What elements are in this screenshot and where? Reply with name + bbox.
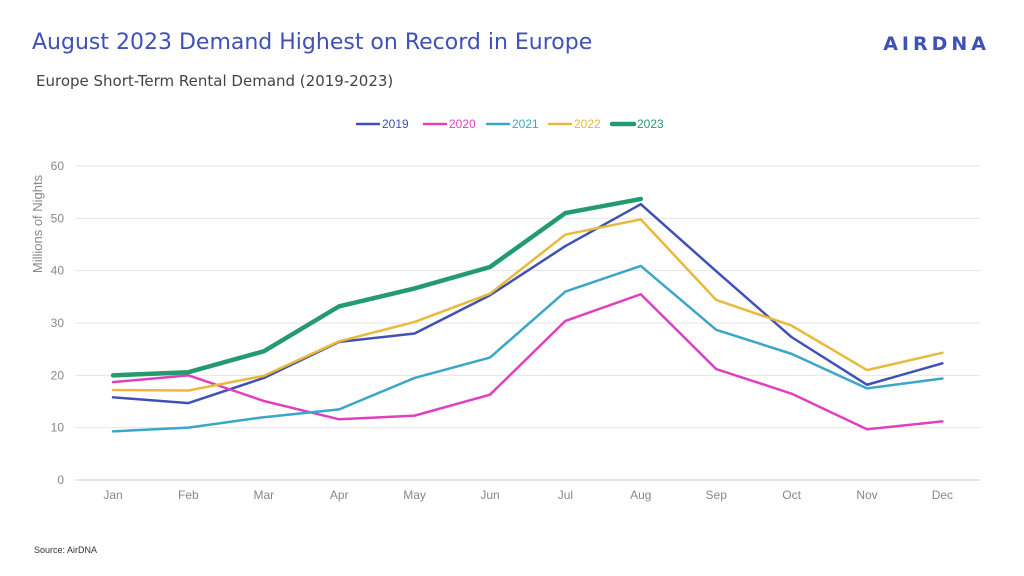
x-tick-label: Nov [856,488,877,502]
x-tick-label: Jul [558,488,573,502]
chart-title: August 2023 Demand Highest on Record in … [32,30,593,55]
x-tick-label: Jun [480,488,499,502]
legend-label-2020: 2020 [449,117,476,131]
x-tick-label: Dec [932,488,953,502]
chart-subtitle: Europe Short-Term Rental Demand (2019-20… [36,72,394,90]
source-note: Source: AirDNA [34,545,98,555]
gridlines [75,165,980,481]
x-tick-label: Mar [253,488,274,502]
y-tick-label: 60 [51,159,65,173]
x-tick-label: Jan [103,488,122,502]
x-tick-label: Feb [178,488,199,502]
y-tick-label: 40 [51,264,65,278]
y-tick-labels: 0 10 20 30 40 50 60 [51,159,65,487]
y-tick-label: 0 [57,473,64,487]
legend-label-2019: 2019 [382,117,409,131]
legend-label-2022: 2022 [574,117,601,131]
series-line-2019 [111,202,944,405]
series-line-2022 [111,218,944,392]
y-tick-label: 50 [51,211,65,225]
x-tick-labels: Jan Feb Mar Apr May Jun Jul Aug Sep Oct Nov Dec [103,488,953,502]
y-tick-label: 10 [51,421,65,435]
x-tick-label: Aug [630,488,651,502]
x-tick-label: Oct [782,488,801,502]
legend-label-2023: 2023 [637,117,664,131]
series-lines [110,196,944,433]
x-tick-label: May [403,488,426,502]
series-line-2020 [111,292,944,431]
legend-label-2021: 2021 [512,117,539,131]
y-tick-label: 20 [51,368,65,382]
legend: 2019 2020 2021 2022 2023 [355,117,664,131]
y-axis-label: Millions of Nights [30,174,45,273]
x-tick-label: Apr [330,488,349,502]
airdna-logo: AIRDNA [883,33,990,55]
y-tick-label: 30 [51,316,65,330]
series-line-2023 [110,196,644,378]
series-line-2021 [111,264,944,433]
x-tick-label: Sep [706,488,728,502]
